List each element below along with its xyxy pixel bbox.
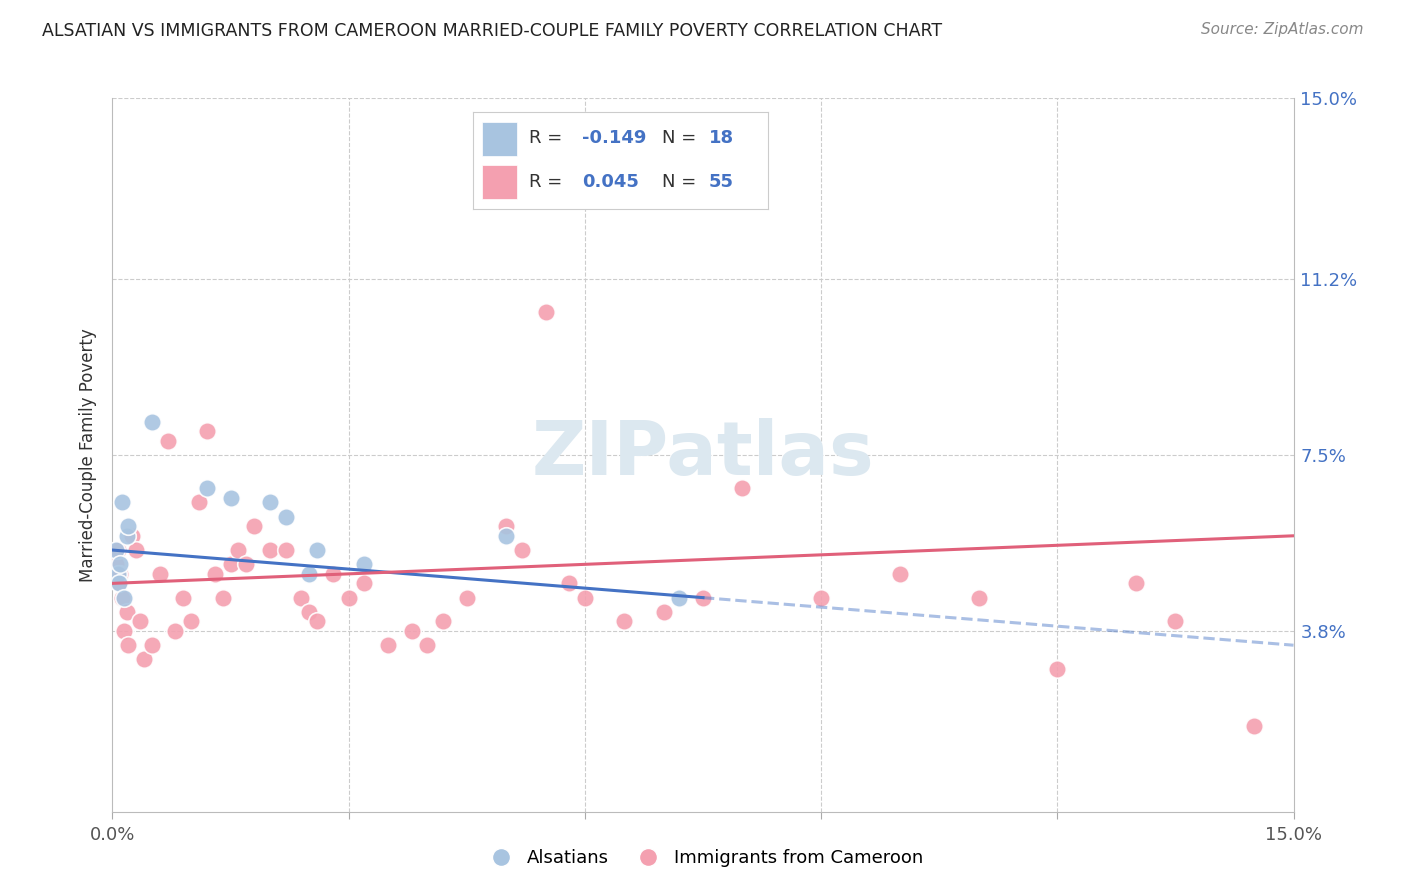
Point — [121, 529, 143, 543]
Point — [117, 638, 139, 652]
Point — [432, 615, 454, 629]
Text: Source: ZipAtlas.com: Source: ZipAtlas.com — [1201, 22, 1364, 37]
Point — [235, 558, 257, 572]
Point — [132, 652, 155, 666]
Point — [204, 566, 226, 581]
Point — [668, 591, 690, 605]
Y-axis label: Married-Couple Family Poverty: Married-Couple Family Poverty — [79, 328, 97, 582]
Point — [259, 495, 281, 509]
Point — [692, 591, 714, 605]
Point — [156, 434, 179, 448]
Point — [401, 624, 423, 638]
Point — [510, 543, 533, 558]
Point — [307, 543, 329, 558]
Point — [111, 495, 134, 509]
Point — [172, 591, 194, 605]
Point — [141, 415, 163, 429]
Point — [115, 529, 138, 543]
Point — [111, 591, 134, 605]
Point — [219, 558, 242, 572]
Point — [149, 566, 172, 581]
Legend: Alsatians, Immigrants from Cameroon: Alsatians, Immigrants from Cameroon — [477, 842, 929, 874]
Point — [652, 605, 675, 619]
Point — [967, 591, 990, 605]
Point — [129, 615, 152, 629]
Point — [307, 615, 329, 629]
Point — [243, 519, 266, 533]
Point — [117, 519, 139, 533]
Point — [1164, 615, 1187, 629]
Point — [112, 624, 135, 638]
Point — [110, 566, 132, 581]
Point — [290, 591, 312, 605]
Point — [810, 591, 832, 605]
Text: ZIPatlas: ZIPatlas — [531, 418, 875, 491]
Point — [495, 529, 517, 543]
Point — [125, 543, 148, 558]
Point — [180, 615, 202, 629]
Point — [141, 638, 163, 652]
Point — [107, 576, 129, 591]
Point — [274, 543, 297, 558]
Point — [259, 543, 281, 558]
Point — [110, 558, 132, 572]
Point — [219, 491, 242, 505]
Point — [558, 576, 581, 591]
Point — [456, 591, 478, 605]
Point — [105, 558, 128, 572]
Point — [889, 566, 911, 581]
Point — [322, 566, 344, 581]
Text: ALSATIAN VS IMMIGRANTS FROM CAMEROON MARRIED-COUPLE FAMILY POVERTY CORRELATION C: ALSATIAN VS IMMIGRANTS FROM CAMEROON MAR… — [42, 22, 942, 40]
Point — [416, 638, 439, 652]
Point — [188, 495, 211, 509]
Point — [107, 566, 129, 581]
Point — [731, 481, 754, 495]
Point — [1046, 662, 1069, 676]
Point — [1243, 719, 1265, 733]
Point — [105, 543, 128, 558]
Point — [274, 509, 297, 524]
Point — [377, 638, 399, 652]
Point — [195, 481, 218, 495]
Point — [353, 576, 375, 591]
Point — [165, 624, 187, 638]
Point — [534, 305, 557, 319]
Point — [195, 424, 218, 438]
Point — [574, 591, 596, 605]
Point — [613, 615, 636, 629]
Point — [228, 543, 250, 558]
Point — [115, 605, 138, 619]
Point — [298, 566, 321, 581]
Point — [495, 519, 517, 533]
Point — [298, 605, 321, 619]
Point — [107, 543, 129, 558]
Point — [107, 576, 129, 591]
Point — [337, 591, 360, 605]
Point — [211, 591, 233, 605]
Point — [353, 558, 375, 572]
Point — [1125, 576, 1147, 591]
Point — [112, 591, 135, 605]
